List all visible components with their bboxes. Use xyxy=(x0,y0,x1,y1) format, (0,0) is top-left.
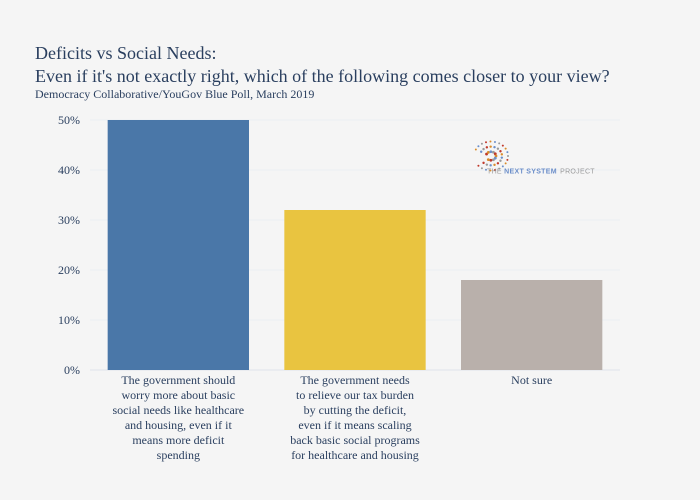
x-category-label-line: even if it means scaling xyxy=(298,418,411,432)
bar[interactable] xyxy=(107,120,250,370)
logo-dot xyxy=(489,140,492,143)
logo-dot xyxy=(480,167,483,170)
chart-title-line-1: Deficits vs Social Needs: xyxy=(35,43,217,63)
logo-dot xyxy=(494,154,498,158)
x-axis-labels: The government should worry more about ba… xyxy=(113,373,553,462)
logo-dot xyxy=(506,151,509,154)
y-tick-label: 10% xyxy=(58,313,80,327)
x-category-label-line: and housing, even if it xyxy=(125,418,233,432)
logo-dot xyxy=(480,142,483,145)
x-category-label-line: means more deficit xyxy=(132,433,225,447)
logo-text-project: PROJECT xyxy=(560,169,595,176)
next-system-project-logo: THE NEXT SYSTEM PROJECT xyxy=(474,140,595,176)
logo-dot xyxy=(499,150,502,153)
y-tick-label: 50% xyxy=(58,113,80,127)
x-category-label-line: social needs like healthcare xyxy=(113,403,245,417)
chart-subtitle: Democracy Collaborative/YouGov Blue Poll… xyxy=(35,87,315,101)
y-tick-label: 40% xyxy=(58,163,80,177)
x-category-label-line: spending xyxy=(157,448,200,462)
logo-dot xyxy=(485,163,489,166)
logo-dot xyxy=(496,147,500,150)
logo-dot xyxy=(486,158,490,161)
x-category-label: The government needs to relieve our tax b… xyxy=(290,373,420,462)
logo-dot xyxy=(489,150,493,154)
logo-dot xyxy=(489,158,493,162)
logo-dot xyxy=(493,163,496,167)
logo-dot xyxy=(496,162,500,165)
logo-dot xyxy=(499,159,502,162)
chart-title-line-2: Even if it's not exactly right, which of… xyxy=(35,66,610,86)
bar-layer xyxy=(107,120,603,370)
logo-dot xyxy=(493,152,497,156)
x-category-label-line: to relieve our tax burden xyxy=(296,388,414,402)
logo-dot xyxy=(504,162,507,165)
logo-dot xyxy=(506,158,509,161)
logo-dot xyxy=(474,148,477,151)
x-category-label-line: by cutting the deficit, xyxy=(304,403,407,417)
logo-dot xyxy=(493,169,496,172)
bar[interactable] xyxy=(284,210,426,370)
logo-text: THE NEXT SYSTEM PROJECT xyxy=(487,169,595,176)
logo-dot xyxy=(501,165,504,168)
logo-dot xyxy=(493,156,497,160)
logo-dot xyxy=(493,140,496,143)
y-tick-label: 30% xyxy=(58,213,80,227)
logo-dot xyxy=(482,161,485,165)
x-category-label-line: back basic social programs xyxy=(290,433,420,447)
logo-dot xyxy=(500,153,504,156)
logo-dot xyxy=(485,146,489,149)
logo-dot xyxy=(500,156,504,159)
logo-dot xyxy=(504,147,507,150)
logo-text-the: THE xyxy=(487,169,502,176)
logo-dot xyxy=(492,158,495,162)
logo-text-main: NEXT SYSTEM xyxy=(504,169,557,176)
y-axis-ticks: 0% 10% 20% 30% 40% 50% xyxy=(58,113,80,377)
logo-dot xyxy=(501,144,504,147)
logo-dot xyxy=(489,164,492,167)
logo-dot xyxy=(485,152,488,156)
x-category-label: The government should worry more about ba… xyxy=(113,373,245,462)
logo-dot xyxy=(482,147,485,151)
logo-dot xyxy=(485,168,488,171)
logo-dot xyxy=(492,150,495,154)
logo-dot xyxy=(489,169,492,172)
bar[interactable] xyxy=(461,280,603,370)
logo-dot xyxy=(493,145,496,149)
logo-dot xyxy=(485,141,488,144)
y-tick-label: 0% xyxy=(64,363,80,377)
x-category-label: Not sure xyxy=(511,373,552,387)
logo-dot xyxy=(486,151,490,154)
logo-dot xyxy=(489,145,492,148)
logo-dot xyxy=(477,164,480,167)
logo-dot xyxy=(498,142,501,145)
sunburst-dots-icon xyxy=(474,140,509,172)
logo-dot xyxy=(507,155,509,157)
x-category-label-line: The government should xyxy=(121,373,235,387)
logo-dot xyxy=(479,150,483,153)
y-tick-label: 20% xyxy=(58,263,80,277)
x-category-label-line: Not sure xyxy=(511,373,552,387)
logo-dot xyxy=(498,167,501,170)
x-category-label-line: The government needs xyxy=(300,373,410,387)
x-category-label-line: worry more about basic xyxy=(122,388,236,402)
logo-dot xyxy=(477,145,480,148)
x-category-label-line: for healthcare and housing xyxy=(291,448,419,462)
